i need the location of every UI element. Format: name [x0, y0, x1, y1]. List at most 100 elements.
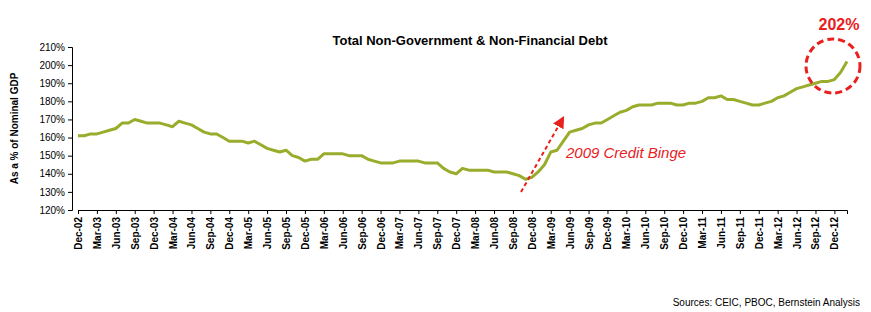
x-tick: Jun-03	[111, 210, 122, 249]
plot-area	[78, 61, 847, 179]
x-tick-mark	[778, 210, 779, 214]
x-tick-label: Sep-12	[810, 217, 821, 250]
x-tick: Dec-09	[602, 210, 613, 250]
y-tick: 140%	[39, 168, 72, 179]
x-axis-line	[79, 211, 848, 215]
x-tick-mark	[683, 210, 684, 214]
x-tick-mark	[286, 210, 287, 214]
x-tick: Sep-04	[205, 210, 216, 250]
x-tick-mark	[267, 210, 268, 214]
y-tick-mark	[68, 138, 72, 139]
x-tick-label: Jun-10	[640, 217, 651, 250]
y-tick: 150%	[39, 150, 72, 161]
x-tick: Mar-11	[697, 210, 708, 249]
x-tick: Dec-12	[829, 210, 840, 250]
x-tick: Mar-08	[470, 210, 481, 249]
x-tick: Dec-06	[376, 210, 387, 250]
x-tick-label: Sep-05	[281, 217, 292, 250]
x-tick: Dec-08	[527, 210, 538, 250]
y-axis-line	[68, 48, 73, 211]
x-tick-label: Dec-04	[224, 217, 235, 250]
x-tick: Sep-07	[432, 210, 443, 250]
x-tick-mark	[381, 210, 382, 214]
y-tick: 170%	[39, 114, 72, 125]
y-tick-mark	[68, 156, 72, 157]
x-tick-label: Jun-04	[186, 217, 197, 250]
x-tick-label: Jun-08	[489, 217, 500, 250]
x-tick-mark	[418, 210, 419, 214]
x-tick: Jun-04	[186, 210, 197, 249]
x-tick-label: Jun-07	[413, 217, 424, 250]
x-tick: Mar-12	[773, 210, 784, 249]
x-tick: Sep-03	[130, 210, 141, 250]
x-tick-mark	[154, 210, 155, 214]
x-tick-label: Sep-10	[659, 217, 670, 250]
x-tick: Dec-04	[224, 210, 235, 250]
x-tick-mark	[456, 210, 457, 214]
x-tick-label: Jun-09	[565, 217, 576, 250]
x-tick-mark	[815, 210, 816, 214]
x-tick-mark	[664, 210, 665, 214]
x-axis: Dec-02Mar-03Jun-03Sep-03Dec-03Mar-04Jun-…	[73, 210, 848, 250]
x-tick: Sep-12	[810, 210, 821, 250]
x-tick-mark	[210, 210, 211, 214]
x-tick-mark	[513, 210, 514, 214]
x-tick: Mar-05	[243, 210, 254, 249]
x-tick-label: Dec-03	[149, 217, 160, 250]
x-tick-mark	[324, 210, 325, 214]
x-tick-mark	[551, 210, 552, 214]
y-tick-label: 150%	[39, 150, 65, 161]
x-tick: Dec-11	[754, 210, 765, 249]
x-tick-mark	[248, 210, 249, 214]
x-tick-mark	[399, 210, 400, 214]
x-tick-label: Dec-10	[678, 217, 689, 250]
x-tick-mark	[702, 210, 703, 214]
x-tick-mark	[191, 210, 192, 214]
y-tick-label: 120%	[39, 205, 65, 216]
title: Total Non-Government & Non-Financial Deb…	[333, 33, 609, 48]
y-tick-mark	[68, 210, 72, 211]
x-tick: Sep-11	[735, 210, 746, 249]
x-tick-label: Sep-04	[205, 217, 216, 250]
y-tick: 210%	[39, 42, 72, 53]
x-tick: Jun-07	[413, 210, 424, 249]
x-tick-mark	[645, 210, 646, 214]
y-tick-mark	[68, 101, 72, 102]
x-tick-label: Dec-08	[527, 217, 538, 250]
x-tick-label: Mar-03	[92, 217, 103, 250]
x-tick: Mar-10	[621, 210, 632, 249]
x-tick-label: Mar-10	[621, 217, 632, 250]
x-tick-mark	[494, 210, 495, 214]
y-tick-label: 140%	[39, 168, 65, 179]
x-tick-label: Mar-11	[697, 217, 708, 249]
x-tick-label: Dec-06	[376, 217, 387, 250]
x-tick-mark	[570, 210, 571, 214]
x-tick-mark	[475, 210, 476, 214]
x-tick-mark	[135, 210, 136, 214]
x-tick-mark	[173, 210, 174, 214]
x-tick: Mar-07	[394, 210, 405, 249]
x-tick-mark	[532, 210, 533, 214]
x-tick-mark	[78, 210, 79, 214]
source: Sources: CEIC, PBOC, Bernstein Analysis	[673, 297, 860, 308]
x-tick-label: Dec-11	[754, 217, 765, 250]
y-tick: 190%	[39, 78, 72, 89]
y-tick: 200%	[39, 60, 72, 71]
annotation-arrow	[521, 118, 563, 192]
x-tick-label: Mar-06	[319, 217, 330, 250]
x-tick: Jun-05	[262, 210, 273, 249]
x-tick-label: Mar-07	[394, 217, 405, 250]
x-tick: Dec-07	[451, 210, 462, 250]
y-tick-label: 180%	[39, 96, 65, 107]
x-tick-label: Dec-02	[73, 217, 84, 250]
x-tick: Sep-10	[659, 210, 670, 250]
x-tick: Sep-06	[357, 210, 368, 250]
x-tick-mark	[229, 210, 230, 214]
x-tick-label: Jun-12	[792, 217, 803, 250]
x-tick-mark	[797, 210, 798, 214]
annotation: 2009 Credit Binge	[565, 144, 686, 161]
x-tick-label: Sep-08	[508, 217, 519, 250]
y-tick: 120%	[39, 205, 72, 216]
x-tick: Mar-03	[92, 210, 103, 249]
x-tick-label: Dec-07	[451, 217, 462, 250]
